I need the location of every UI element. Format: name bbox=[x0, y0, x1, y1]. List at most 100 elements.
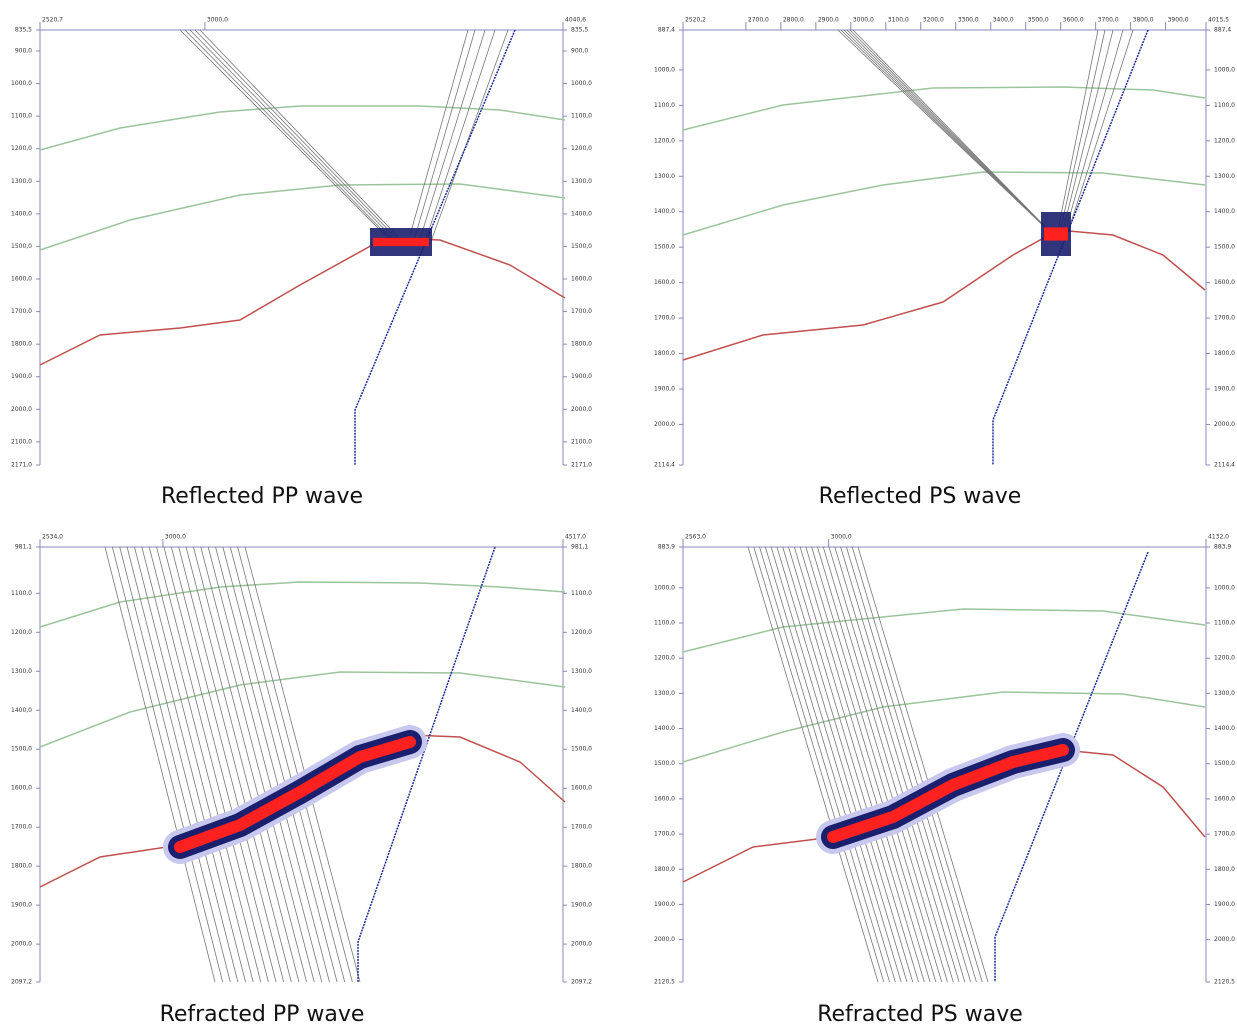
left-tick-label: 2100,0 bbox=[11, 438, 32, 445]
right-tick-label: 1200,0 bbox=[571, 629, 592, 636]
right-tick-label: 1900,0 bbox=[1214, 901, 1235, 908]
left-tick-label: 1800,0 bbox=[11, 863, 32, 870]
right-tick-label: 1200,0 bbox=[571, 145, 592, 152]
ray bbox=[215, 546, 330, 983]
right-tick-label: 2000,0 bbox=[1214, 421, 1235, 428]
left-tick-label: 1600,0 bbox=[11, 785, 32, 792]
left-tick-label: 1900,0 bbox=[11, 373, 32, 380]
right-tick-label: 1300,0 bbox=[571, 668, 592, 675]
left-tick-label: 1700,0 bbox=[654, 831, 675, 838]
ray bbox=[747, 546, 879, 983]
ray bbox=[126, 546, 239, 983]
ray bbox=[229, 546, 346, 983]
illumination-inner bbox=[373, 237, 429, 247]
right-tick-label: 1700,0 bbox=[571, 824, 592, 831]
horizon bbox=[682, 171, 1206, 236]
right-tick-label: 1500,0 bbox=[1214, 760, 1235, 767]
left-tick-label: 1700,0 bbox=[11, 824, 32, 831]
left-tick-label: 835,5 bbox=[15, 27, 32, 34]
ray bbox=[811, 546, 943, 983]
left-tick-label: 1900,0 bbox=[11, 902, 32, 909]
panel: 2534,0 3000,0 4517,0 981,1 981,1 1100,0 1100,0… bbox=[11, 534, 592, 986]
panel-caption: Refracted PP wave bbox=[160, 1002, 365, 1027]
right-tick-label: 1700,0 bbox=[1214, 315, 1235, 322]
right-tick-label: 1700,0 bbox=[1214, 831, 1235, 838]
left-tick-label: 1200,0 bbox=[11, 145, 32, 152]
ray bbox=[840, 546, 972, 983]
horizon bbox=[39, 183, 566, 251]
panel: 2563,0 3000,0 4132,0 883,9 883,9 1000,0 1000,0… bbox=[654, 534, 1235, 986]
ray bbox=[163, 546, 277, 983]
ray bbox=[846, 546, 977, 983]
right-tick-label: 2000,0 bbox=[1214, 936, 1235, 943]
ray bbox=[134, 546, 246, 983]
left-tick-label: 1400,0 bbox=[654, 725, 675, 732]
ray bbox=[1057, 29, 1099, 231]
right-tick-label: 2100,0 bbox=[571, 438, 592, 445]
top-tick-label: 4040,6 bbox=[565, 17, 586, 24]
ray bbox=[776, 546, 908, 983]
left-tick-label: 1300,0 bbox=[11, 668, 32, 675]
ray bbox=[200, 546, 315, 983]
left-tick-label: 2000,0 bbox=[11, 941, 32, 948]
left-tick-label: 2114,4 bbox=[654, 462, 675, 469]
panel: 2520,2 2700,0 2800,0 2900,0 3000,0 3100,0 3200… bbox=[654, 17, 1235, 469]
right-tick-label: 2114,4 bbox=[1214, 462, 1235, 469]
right-tick-label: 1300,0 bbox=[1214, 173, 1235, 180]
left-tick-label: 1100,0 bbox=[11, 113, 32, 120]
ray bbox=[185, 546, 300, 983]
left-tick-label: 2171,0 bbox=[11, 462, 32, 469]
left-tick-label: 1500,0 bbox=[11, 243, 32, 250]
left-tick-label: 1200,0 bbox=[654, 655, 675, 662]
right-tick-label: 2000,0 bbox=[571, 941, 592, 948]
top-tick-label: 3500,0 bbox=[1028, 17, 1049, 24]
left-tick-label: 2120,5 bbox=[654, 979, 675, 986]
ray bbox=[207, 546, 323, 983]
right-tick-label: 835,5 bbox=[571, 27, 588, 34]
right-tick-label: 2097,2 bbox=[571, 979, 592, 986]
right-tick-label: 1900,0 bbox=[571, 902, 592, 909]
well-path bbox=[357, 546, 496, 982]
right-tick-label: 900,0 bbox=[571, 48, 588, 55]
left-tick-label: 1300,0 bbox=[654, 173, 675, 180]
ray bbox=[170, 546, 285, 983]
ray bbox=[184, 29, 391, 239]
right-tick-label: 1800,0 bbox=[1214, 866, 1235, 873]
ray bbox=[199, 29, 406, 245]
right-tick-label: 1100,0 bbox=[571, 590, 592, 597]
left-tick-label: 1800,0 bbox=[654, 866, 675, 873]
ray bbox=[753, 546, 885, 983]
well-path bbox=[992, 29, 1149, 465]
top-tick-label: 4015,5 bbox=[1208, 17, 1229, 24]
ray bbox=[111, 546, 224, 983]
ray bbox=[828, 546, 960, 983]
top-tick-label: 2520,2 bbox=[685, 17, 706, 24]
left-tick-label: 1500,0 bbox=[654, 244, 675, 251]
left-tick-label: 1600,0 bbox=[654, 279, 675, 286]
top-tick-label: 2520,7 bbox=[42, 17, 63, 24]
right-tick-label: 1500,0 bbox=[1214, 244, 1235, 251]
right-tick-label: 1800,0 bbox=[1214, 350, 1235, 357]
top-tick-label: 3100,0 bbox=[888, 17, 909, 24]
right-tick-label: 1400,0 bbox=[571, 707, 592, 714]
left-tick-label: 1000,0 bbox=[654, 66, 675, 73]
ray bbox=[1061, 29, 1114, 235]
left-tick-label: 1100,0 bbox=[654, 102, 675, 109]
right-tick-label: 1800,0 bbox=[571, 863, 592, 870]
left-tick-label: 883,9 bbox=[658, 544, 675, 551]
horizon bbox=[39, 581, 566, 628]
right-tick-label: 1100,0 bbox=[571, 113, 592, 120]
ray bbox=[189, 29, 396, 241]
ray bbox=[178, 546, 292, 983]
ray bbox=[194, 29, 401, 243]
ray bbox=[759, 546, 890, 983]
right-tick-label: 1200,0 bbox=[1214, 655, 1235, 662]
horizon bbox=[682, 86, 1206, 131]
top-tick-label: 3000,0 bbox=[165, 534, 186, 541]
horizon bbox=[39, 671, 566, 748]
right-tick-label: 1400,0 bbox=[1214, 208, 1235, 215]
left-tick-label: 1800,0 bbox=[654, 350, 675, 357]
left-tick-label: 1900,0 bbox=[654, 901, 675, 908]
top-tick-label: 4132,0 bbox=[1208, 534, 1229, 541]
